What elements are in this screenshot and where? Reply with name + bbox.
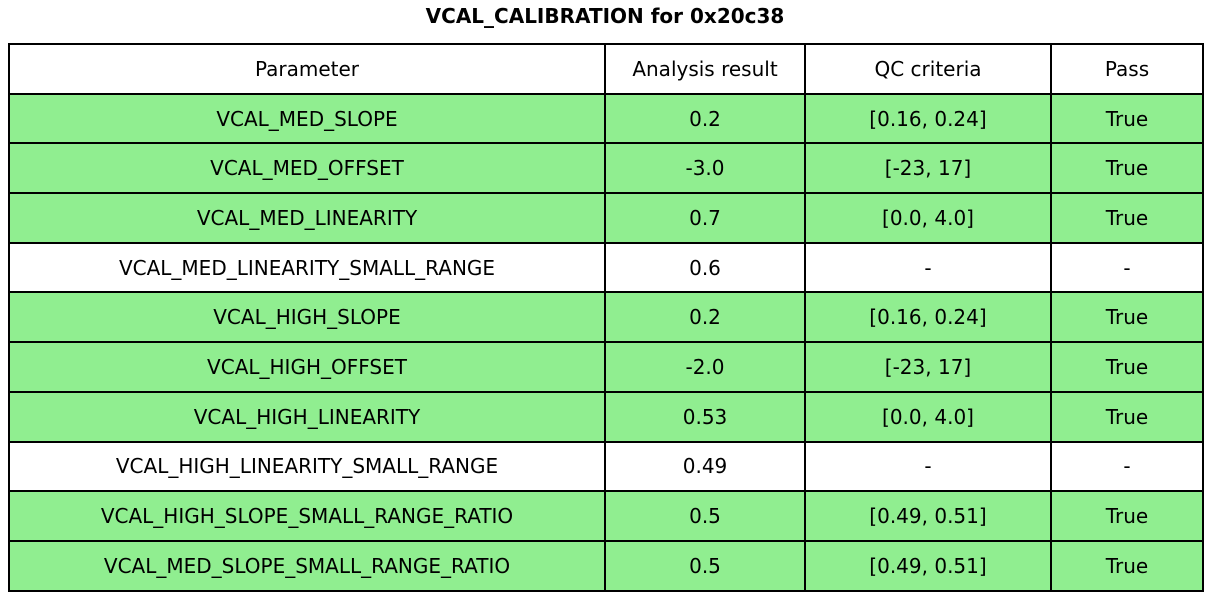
pass-cell: True [1050, 341, 1204, 393]
table-row: VCAL_HIGH_OFFSET -2.0 [-23, 17] True [8, 341, 1204, 393]
table-body: VCAL_MED_SLOPE 0.2 [0.16, 0.24] True VCA… [8, 92, 1204, 592]
qc-criteria-cell: - [804, 241, 1052, 294]
table-row: VCAL_MED_OFFSET -3.0 [-23, 17] True [8, 142, 1204, 195]
analysis-result-cell: -2.0 [604, 341, 806, 393]
parameter-cell: VCAL_HIGH_OFFSET [8, 341, 606, 393]
pass-cell: True [1050, 490, 1204, 542]
parameter-cell: VCAL_HIGH_SLOPE [8, 291, 606, 344]
qc-table: Parameter Analysis result QC criteria Pa… [8, 43, 1204, 592]
parameter-cell: VCAL_MED_OFFSET [8, 142, 606, 195]
analysis-result-cell: 0.2 [604, 291, 806, 344]
parameter-cell: VCAL_MED_LINEARITY_SMALL_RANGE [8, 241, 606, 294]
parameter-cell: VCAL_HIGH_LINEARITY_SMALL_RANGE [8, 440, 606, 493]
analysis-result-cell: 0.2 [604, 92, 806, 145]
qc-criteria-cell: [-23, 17] [804, 142, 1052, 195]
col-header-qc-criteria: QC criteria [804, 43, 1052, 95]
pass-cell: True [1050, 390, 1204, 443]
table-row: VCAL_HIGH_LINEARITY 0.53 [0.0, 4.0] True [8, 390, 1204, 443]
qc-criteria-cell: [0.0, 4.0] [804, 390, 1052, 443]
analysis-result-cell: 0.7 [604, 192, 806, 244]
analysis-result-cell: 0.5 [604, 539, 806, 592]
pass-cell: True [1050, 142, 1204, 195]
table-row: VCAL_MED_SLOPE 0.2 [0.16, 0.24] True [8, 92, 1204, 145]
table-row: VCAL_HIGH_SLOPE 0.2 [0.16, 0.24] True [8, 291, 1204, 344]
table-row: VCAL_HIGH_SLOPE_SMALL_RANGE_RATIO 0.5 [0… [8, 490, 1204, 542]
col-header-analysis-result: Analysis result [604, 43, 806, 95]
header-row: Parameter Analysis result QC criteria Pa… [8, 43, 1204, 95]
qc-criteria-cell: [0.16, 0.24] [804, 291, 1052, 344]
pass-cell: - [1050, 440, 1204, 493]
qc-criteria-cell: [0.16, 0.24] [804, 92, 1052, 145]
col-header-parameter: Parameter [8, 43, 606, 95]
analysis-result-cell: 0.6 [604, 241, 806, 294]
pass-cell: - [1050, 241, 1204, 294]
qc-criteria-cell: [0.49, 0.51] [804, 539, 1052, 592]
analysis-result-cell: -3.0 [604, 142, 806, 195]
pass-cell: True [1050, 192, 1204, 244]
parameter-cell: VCAL_MED_SLOPE [8, 92, 606, 145]
table-header: Parameter Analysis result QC criteria Pa… [8, 43, 1204, 95]
table-row: VCAL_MED_LINEARITY 0.7 [0.0, 4.0] True [8, 192, 1204, 244]
analysis-result-cell: 0.53 [604, 390, 806, 443]
analysis-result-cell: 0.49 [604, 440, 806, 493]
analysis-result-cell: 0.5 [604, 490, 806, 542]
qc-criteria-cell: - [804, 440, 1052, 493]
qc-criteria-cell: [-23, 17] [804, 341, 1052, 393]
col-header-pass: Pass [1050, 43, 1204, 95]
table-row: VCAL_HIGH_LINEARITY_SMALL_RANGE 0.49 - - [8, 440, 1204, 493]
qc-criteria-cell: [0.49, 0.51] [804, 490, 1052, 542]
pass-cell: True [1050, 539, 1204, 592]
parameter-cell: VCAL_MED_LINEARITY [8, 192, 606, 244]
pass-cell: True [1050, 92, 1204, 145]
parameter-cell: VCAL_HIGH_SLOPE_SMALL_RANGE_RATIO [8, 490, 606, 542]
pass-cell: True [1050, 291, 1204, 344]
qc-criteria-cell: [0.0, 4.0] [804, 192, 1052, 244]
page-title: VCAL_CALIBRATION for 0x20c38 [425, 4, 785, 28]
parameter-cell: VCAL_HIGH_LINEARITY [8, 390, 606, 443]
parameter-cell: VCAL_MED_SLOPE_SMALL_RANGE_RATIO [8, 539, 606, 592]
table-row: VCAL_MED_SLOPE_SMALL_RANGE_RATIO 0.5 [0.… [8, 539, 1204, 592]
table-row: VCAL_MED_LINEARITY_SMALL_RANGE 0.6 - - [8, 241, 1204, 294]
